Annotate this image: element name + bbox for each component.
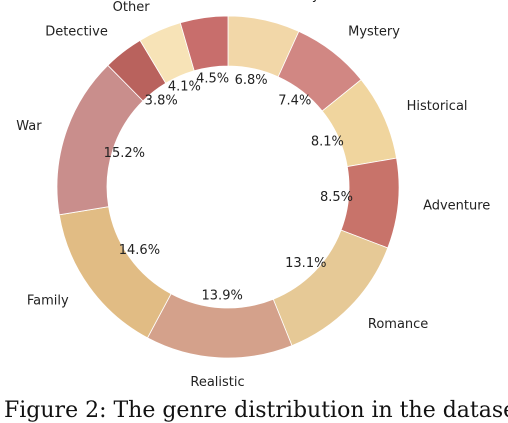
pct-romance: 13.1% bbox=[285, 256, 326, 271]
pct-detective: 3.8% bbox=[145, 93, 178, 108]
label-detective: Detective bbox=[45, 25, 108, 40]
pct-adventure: 8.5% bbox=[320, 190, 353, 205]
percentage-labels: 6.8% 7.4% 8.1% 8.5% 13.1% 13.9% 14.6% 15.2% 3.8%… bbox=[104, 72, 353, 304]
label-family: Family bbox=[27, 294, 69, 309]
label-romance: Romance bbox=[368, 317, 428, 332]
pct-historical: 8.1% bbox=[311, 135, 344, 150]
label-adventure: Adventure bbox=[423, 199, 490, 214]
slice-realistic bbox=[148, 294, 292, 358]
genre-donut-chart: Fantasy Mystery Historical Adventure Romance… bbox=[0, 0, 508, 400]
label-war: War bbox=[16, 119, 42, 134]
label-other: Other bbox=[113, 0, 151, 15]
pct-family: 14.6% bbox=[119, 243, 160, 258]
pct-fantasy: 6.8% bbox=[235, 73, 268, 88]
label-realistic: Realistic bbox=[190, 375, 244, 390]
label-fantasy: Fantasy bbox=[270, 0, 320, 3]
pct-mystery: 7.4% bbox=[278, 93, 311, 108]
donut-slices bbox=[57, 16, 399, 358]
pct-war: 15.2% bbox=[104, 146, 145, 161]
figure-caption: Figure 2: The genre distribution in the … bbox=[4, 398, 508, 423]
pct-science: 4.5% bbox=[196, 72, 229, 87]
label-historical: Historical bbox=[407, 99, 468, 114]
label-mystery: Mystery bbox=[348, 25, 400, 40]
pct-realistic: 13.9% bbox=[202, 288, 243, 303]
slice-family bbox=[59, 207, 171, 338]
